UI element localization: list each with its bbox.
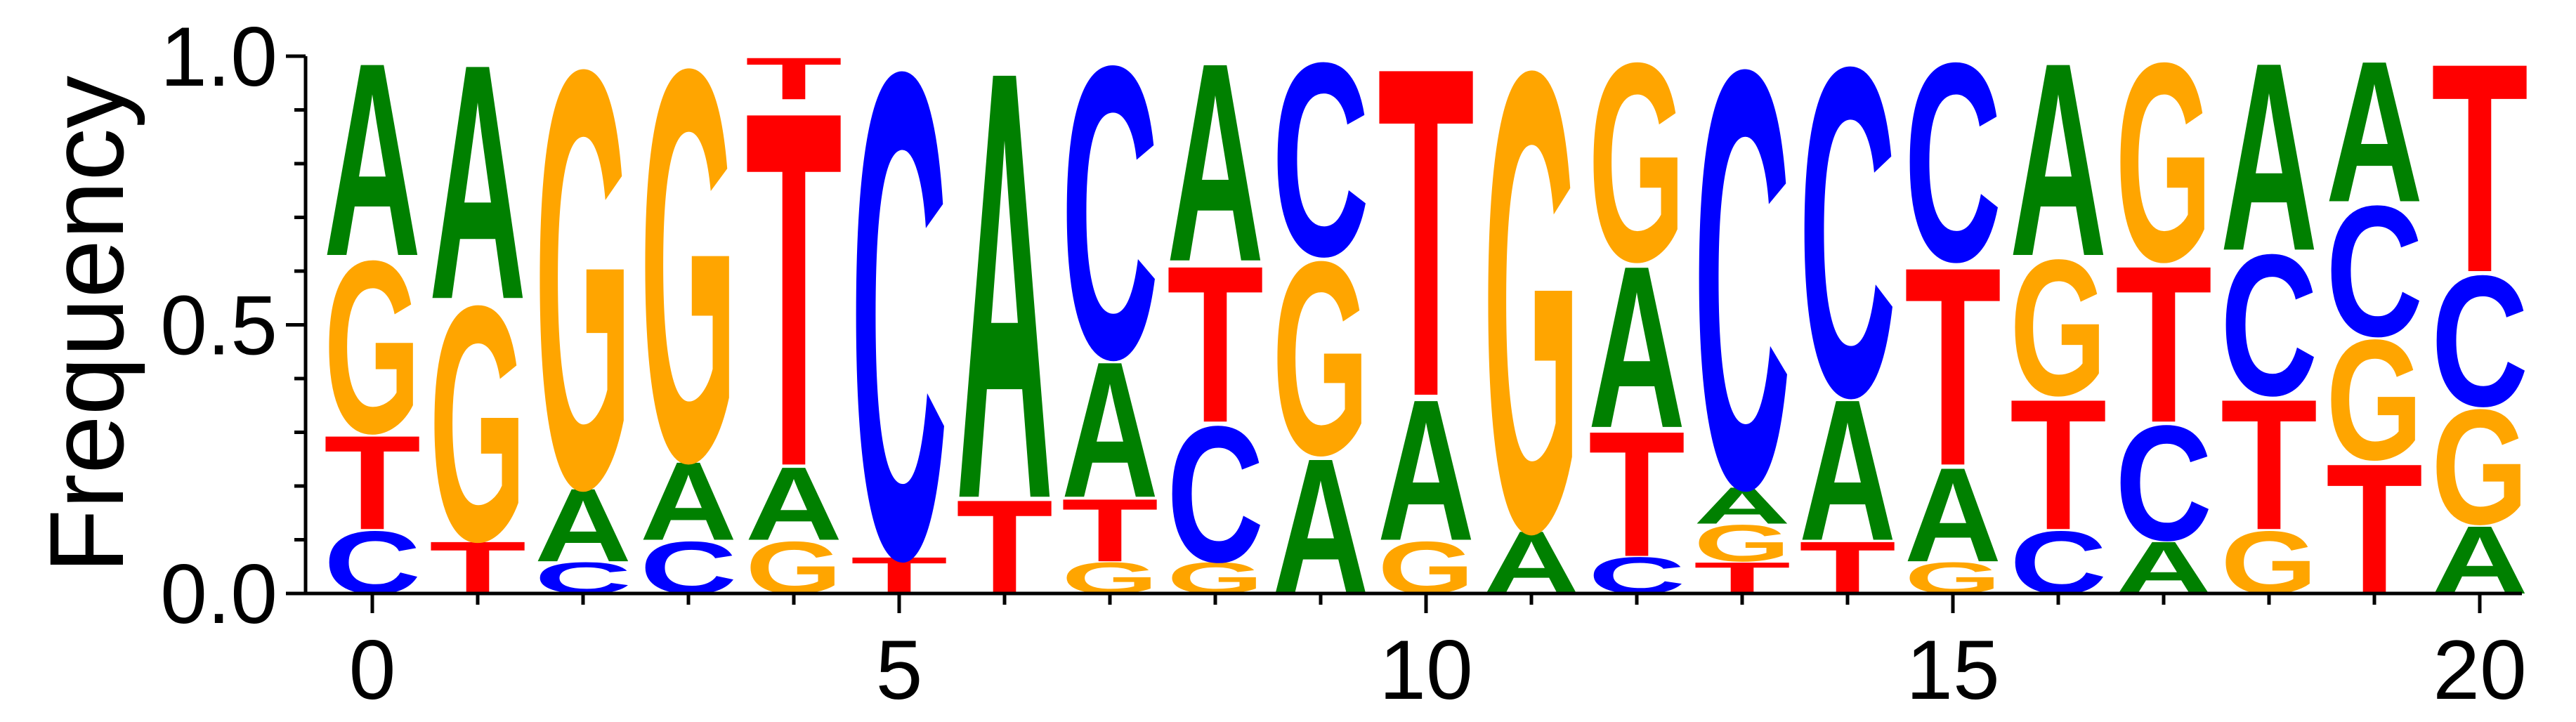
logo-letter-c: C [1272,5,1369,314]
x-tick-label: 10 [1379,623,1472,717]
x-tick-label: 15 [1906,623,1999,717]
x-tick-label: 0 [349,623,396,717]
logo-letter-a: A [2010,5,2107,314]
logo-letter-g: G [1272,204,1369,513]
logo-letter-g: G [1483,0,1580,669]
logo-letter-t: T [1588,395,1685,595]
logo-letter-a: A [1167,4,1264,320]
logo-letter-t: T [745,6,842,572]
logo-letter-t: T [2010,361,2107,569]
logo-letter-g: G [640,0,737,579]
logo-letter-c: C [2326,167,2423,376]
logo-letter-g: G [324,210,421,485]
logo-letter-a: A [1061,322,1158,539]
y-tick-label: 0.0 [160,547,277,641]
logo-letter-t: T [1061,480,1158,580]
x-tick-label: 5 [876,623,923,717]
logo-letter-c: C [2115,393,2212,575]
logo-letter-t: T [745,46,842,112]
logo-letter-c: C [1694,0,1791,613]
logo-letter-a: A [745,446,842,563]
logo-letter-c: C [2221,212,2317,438]
logo-letter-g: G [2010,220,2107,436]
logo-letter-a: A [640,439,737,564]
x-tick-label: 20 [2433,623,2526,717]
y-axis-title: Frequency [27,76,145,574]
logo-letter-a: A [1378,357,1475,583]
logo-letter-g: G [535,0,632,613]
logo-letter-a: A [1799,357,1896,583]
y-tick-label: 1.0 [160,10,277,104]
logo-letter-a: A [324,5,421,314]
logo-letter-g: G [2326,305,2423,497]
logo-letter-t: T [1378,0,1475,494]
logo-letter-a: A [2326,19,2423,244]
logo-letter-t: T [324,408,421,558]
logo-letter-c: C [1061,0,1158,446]
logo-letter-c: C [2431,237,2528,446]
logo-letter-t: T [1167,219,1264,469]
logo-letter-t: T [2115,219,2212,469]
logo-letter-a: A [1588,218,1685,477]
logo-letter-g: G [1588,5,1685,322]
x-ticks: 0 5 10 15 20 [349,593,2527,717]
logo-letter-c: C [1799,0,1896,495]
logo-letter-a: A [429,0,526,370]
logo-letter-a: A [1694,476,1791,534]
logo-letter-c: C [851,0,948,703]
logo-letter-t: T [2221,361,2317,569]
logo-letter-g: G [429,237,526,611]
logo-letter-c: C [1904,4,2001,320]
y-tick-label: 0.5 [160,279,277,373]
logo-letter-g: G [1694,514,1791,572]
logo-letter-g: G [2115,5,2212,322]
logo-letter-t: T [1904,209,2001,525]
logo-letter-a: A [956,0,1053,626]
logo-letter-t: T [2431,2,2528,335]
logo-letter-a: A [535,468,632,584]
logo-letter-c: C [1167,386,1264,603]
logo-letter-a: A [1904,440,2001,590]
logo-letter-g: G [2431,375,2528,559]
logo-letter-a: A [2221,7,2317,307]
y-ticks: 0.0 0.5 1.0 [160,10,306,641]
